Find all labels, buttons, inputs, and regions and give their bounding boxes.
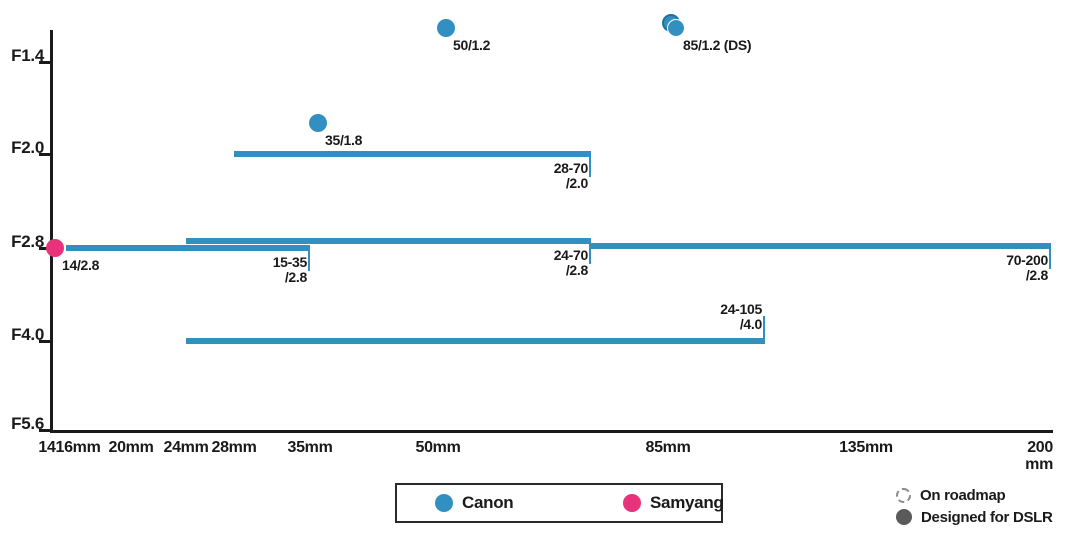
y-tick-dash-icon [39, 153, 51, 156]
bar-label-connector [763, 316, 765, 344]
legend-label-samyang: Samyang [650, 493, 724, 512]
prime-lens-label: 14/2.8 [62, 257, 100, 273]
zoom-lens-bar-28-70 [234, 151, 591, 157]
y-tick-label: F4.0 [11, 325, 44, 344]
x-tick-label: 16mm [55, 439, 101, 456]
key-label-on-roadmap: On roadmap [920, 486, 1006, 504]
x-tick-label: 24mm [163, 439, 209, 456]
zoom-lens-bar-70-200 [591, 243, 1051, 249]
key-row-designed-for-dslr: Designed for DSLR [896, 506, 1053, 528]
zoom-lens-label-28-70: 28-70/2.0 [553, 160, 589, 191]
key-row-on-roadmap: On roadmap [896, 484, 1053, 506]
canon-dot-icon [435, 494, 453, 512]
x-tick-label: 200 mm [1025, 439, 1053, 473]
bar-label-connector [589, 151, 591, 177]
y-tick-dash-icon [39, 429, 51, 432]
legend-label-canon: Canon [462, 493, 514, 512]
y-tick-label: F1.4 [11, 46, 44, 65]
samyang-dot-icon [623, 494, 641, 512]
y-tick-dash-icon [39, 340, 51, 343]
zoom-lens-bar-15-35 [66, 245, 310, 251]
zoom-lens-label-24-70: 24-70/2.8 [553, 247, 589, 278]
y-tick-label: F2.0 [11, 138, 44, 157]
x-tick-label: 20mm [108, 439, 154, 456]
x-tick-label: 135mm [839, 439, 893, 456]
x-axis-unit-label: mm [1025, 456, 1053, 473]
bar-label-connector [589, 238, 591, 264]
x-axis-line [50, 430, 1053, 433]
y-tick-label: F2.8 [11, 232, 44, 251]
zoom-lens-label-24-105: 24-105/4.0 [720, 301, 762, 332]
zoom-lens-label-70-200: 70-200/2.8 [1006, 252, 1048, 283]
prime-lens-label: 50/1.2 [453, 37, 491, 53]
prime-lens-label: 35/1.8 [325, 132, 363, 148]
x-tick-label: 85mm [645, 439, 691, 456]
legend-item-samyang: Samyang [623, 485, 724, 521]
y-axis-line [50, 30, 53, 433]
dashed-circle-icon [896, 487, 911, 503]
brand-legend: Canon Samyang [395, 483, 724, 523]
prime-lens-dot [667, 19, 685, 37]
x-tick-label: 14 [38, 439, 56, 456]
x-tick-label: 28mm [211, 439, 257, 456]
legend-item-canon: Canon [435, 485, 514, 521]
x-tick-label: 35mm [287, 439, 333, 456]
key-label-designed-for-dslr: Designed for DSLR [921, 508, 1053, 526]
zoom-lens-bar-24-105 [186, 338, 765, 344]
prime-lens-dot [309, 114, 327, 132]
y-tick-dash-icon [39, 247, 51, 250]
zoom-lens-label-15-35: 15-35/2.8 [272, 254, 308, 285]
prime-lens-dot [437, 19, 455, 37]
x-tick-label: 50mm [415, 439, 461, 456]
key-legend: On roadmap Designed for DSLR [896, 484, 1053, 528]
y-tick-label: F5.6 [11, 414, 44, 433]
bar-label-connector [1049, 243, 1051, 269]
y-tick-dash-icon [39, 61, 51, 64]
bar-label-connector [308, 245, 310, 271]
zoom-lens-bar-24-70 [186, 238, 591, 244]
prime-lens-label: 85/1.2 (DS) [683, 37, 752, 53]
burst-circle-icon [896, 509, 912, 525]
prime-lens-dot [46, 239, 64, 257]
